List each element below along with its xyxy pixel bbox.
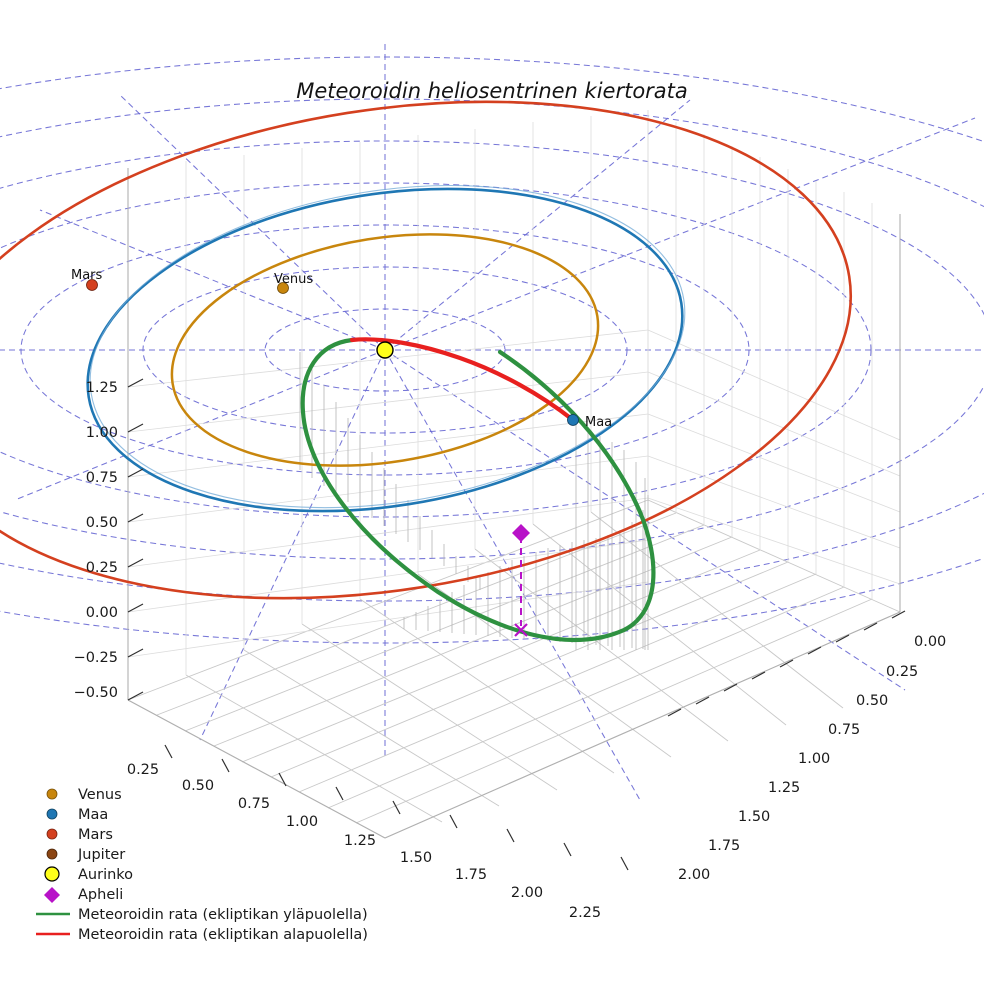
plot-legend[interactable]: Venus Maa Mars Jupiter Aurinko Apheli Me… [36, 787, 368, 943]
earth-marker-icon [567, 414, 579, 426]
x-tick-0: 0.25 [127, 762, 159, 778]
mars-marker-icon [86, 279, 98, 291]
y-tick-1: 0.25 [886, 664, 918, 680]
legend-label-aurinko[interactable]: Aurinko [78, 867, 133, 883]
z-tick-2: 0.75 [86, 470, 118, 486]
meteoroid-orbit-below-ecliptic [349, 337, 576, 423]
legend-marker-apheli [44, 887, 60, 903]
legend-marker-maa [46, 808, 58, 820]
reference-circle-5 [0, 140, 984, 560]
radial-spoke-ne [384, 117, 976, 351]
legend-label-jupiter[interactable]: Jupiter [77, 847, 125, 863]
y-tick-6: 1.50 [738, 809, 770, 825]
x-tick-1: 0.50 [182, 778, 214, 794]
x-tick-2: 0.75 [238, 796, 270, 812]
aphelion-marker-group [512, 524, 530, 637]
z-tick-1: 1.00 [86, 425, 118, 441]
radial-spoke-nw [39, 209, 386, 351]
y-axis-ticks: 0.00 0.25 0.50 0.75 1.00 1.25 1.50 1.75 … [667, 610, 946, 883]
radial-spoke-nnw [119, 94, 386, 351]
legend-marker-aurinko [44, 866, 60, 882]
aphelion-projection-x-icon [514, 623, 528, 637]
legend-label-orbit-above[interactable]: Meteoroidin rata (ekliptikan yläpuolella… [78, 907, 368, 923]
orbit-earth [86, 187, 684, 513]
z-tick-3: 0.50 [86, 515, 118, 531]
planet-orbits [0, 100, 853, 600]
y-tick-3: 0.75 [828, 722, 860, 738]
y-tick-4: 1.00 [798, 751, 830, 767]
x-tick-7: 2.00 [511, 885, 543, 901]
z-axis-ticks: 1.25 1.00 0.75 0.50 0.25 0.00 −0.25 −0.5… [74, 378, 144, 701]
x-tick-8: 2.25 [569, 905, 601, 921]
z-tick-7: −0.50 [74, 685, 118, 701]
venus-marker-icon [277, 282, 289, 294]
orbit-venus [170, 233, 600, 467]
legend-marker-mars [46, 828, 58, 840]
x-tick-4: 1.25 [344, 833, 376, 849]
z-tick-6: −0.25 [74, 650, 118, 666]
chart-title: Meteoroidin heliosentrinen kiertorata [296, 79, 688, 103]
z-tick-5: 0.00 [86, 605, 118, 621]
legend-marker-jupiter [46, 848, 58, 860]
earth-label: Maa [585, 415, 612, 430]
x-tick-6: 1.75 [455, 867, 487, 883]
y-tick-0: 0.00 [914, 634, 946, 650]
aphelion-diamond-icon [512, 524, 530, 542]
y-tick-5: 1.25 [768, 780, 800, 796]
x-tick-3: 1.00 [286, 814, 318, 830]
x-tick-5: 1.50 [400, 850, 432, 866]
y-tick-2: 0.50 [856, 693, 888, 709]
radial-spoke-sw [14, 349, 386, 501]
y-tick-8: 2.00 [678, 867, 710, 883]
sun-icon [376, 341, 394, 359]
legend-label-venus[interactable]: Venus [78, 787, 122, 803]
legend-label-mars[interactable]: Mars [78, 827, 113, 843]
legend-label-maa[interactable]: Maa [78, 807, 108, 823]
radial-spoke-nne [384, 99, 691, 351]
x-axis-ticks: 0.25 0.50 0.75 1.00 1.25 1.50 1.75 2.00 … [127, 744, 629, 921]
orbit-earth-shadow [89, 184, 686, 509]
z-tick-0: 1.25 [86, 380, 118, 396]
mars-label: Mars [71, 268, 103, 283]
legend-marker-venus [46, 788, 58, 800]
floor-pane [128, 500, 900, 838]
legend-label-orbit-below[interactable]: Meteoroidin rata (ekliptikan alapuolella… [78, 927, 368, 943]
meteoroid-orbit-above-ecliptic [300, 337, 656, 643]
meteoroid-orbit [300, 337, 656, 643]
planet-markers: Mars Venus Maa [71, 268, 612, 430]
left-wall-pane [128, 110, 648, 700]
legend-label-apheli[interactable]: Apheli [78, 887, 123, 903]
z-tick-4: 0.25 [86, 560, 118, 576]
y-tick-7: 1.75 [708, 838, 740, 854]
sun-marker [376, 341, 394, 359]
radial-spoke-sse [384, 349, 641, 801]
venus-label: Venus [274, 272, 313, 287]
orbit-mars [0, 100, 853, 600]
